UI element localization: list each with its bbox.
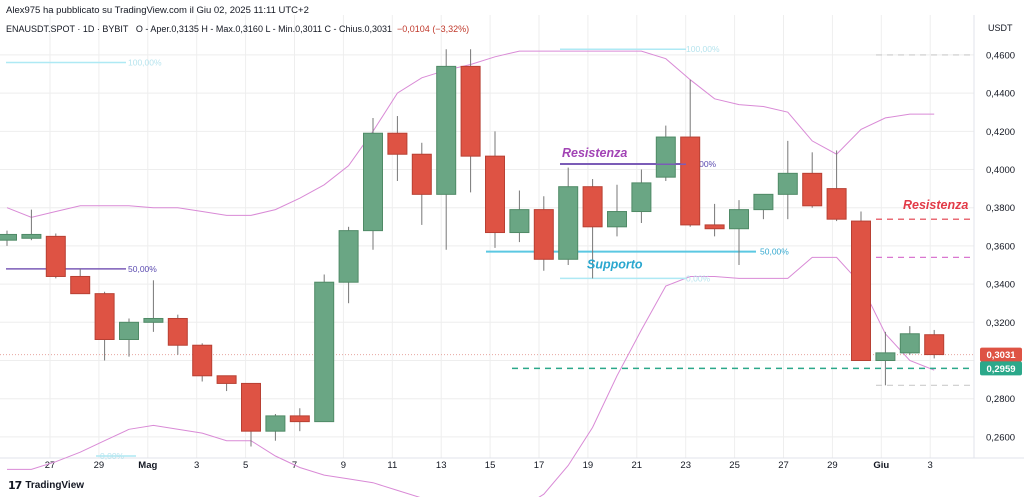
candle-body bbox=[167, 317, 188, 346]
tradingview-brand[interactable]: 17 TradingView bbox=[8, 479, 84, 492]
candle-body bbox=[216, 375, 237, 384]
y-tick-label: 0,2600 bbox=[986, 432, 1015, 443]
x-tick-label: 17 bbox=[534, 460, 545, 471]
resistance-label: Resistenza bbox=[562, 146, 627, 160]
current-price-badge bbox=[980, 347, 1022, 362]
candle-body bbox=[363, 132, 383, 232]
current-price-badge-label: 0,3031 bbox=[986, 350, 1016, 361]
y-tick-label: 0,2800 bbox=[986, 394, 1015, 405]
x-tick-label: 27 bbox=[45, 460, 56, 471]
symbol-ohlc-line: ENAUSDT.SPOT · 1D · BYBIT O - Aper.0,313… bbox=[6, 24, 469, 34]
y-tick-label: 0,3200 bbox=[986, 318, 1015, 329]
candle-body bbox=[729, 209, 749, 230]
candle-body bbox=[802, 172, 823, 207]
candle-body bbox=[94, 293, 115, 340]
support-label: Supporto bbox=[587, 258, 643, 272]
x-tick-label: 29 bbox=[827, 460, 838, 471]
candle-body bbox=[753, 193, 774, 211]
fibonacci-level-label: 50,00% bbox=[760, 247, 789, 257]
tradingview-logo-icon: 17 bbox=[8, 479, 22, 492]
fibonacci-level-label: 0,00% bbox=[100, 451, 125, 461]
y-tick-label: 0,4600 bbox=[986, 50, 1015, 61]
x-tick-label: Mag bbox=[138, 460, 157, 471]
x-tick-label: 19 bbox=[583, 460, 594, 471]
x-tick-label: 15 bbox=[485, 460, 496, 471]
candle-body bbox=[460, 65, 481, 157]
candle-body bbox=[314, 281, 335, 423]
x-tick-label: 9 bbox=[341, 460, 346, 471]
fibonacci-level-label: 50,00% bbox=[128, 264, 157, 274]
candle-body bbox=[387, 132, 408, 155]
candle-body bbox=[265, 415, 286, 432]
candle-body bbox=[45, 235, 66, 277]
x-tick-label: 5 bbox=[243, 460, 248, 471]
fibonacci-level-label: 100,00% bbox=[128, 58, 162, 68]
x-tick-label: 25 bbox=[729, 460, 740, 471]
candle-body bbox=[680, 136, 701, 226]
x-tick-label: 11 bbox=[387, 460, 397, 471]
support-level-badge bbox=[980, 361, 1022, 376]
x-tick-label: 27 bbox=[778, 460, 789, 471]
x-tick-label: 13 bbox=[436, 460, 447, 471]
candle-body bbox=[875, 352, 896, 362]
candle-body bbox=[826, 188, 847, 220]
candle-body bbox=[851, 220, 871, 362]
candle-body bbox=[924, 334, 945, 356]
candle-body bbox=[777, 172, 798, 195]
candle-body bbox=[582, 186, 603, 228]
publisher-line: Alex975 ha pubblicato su TradingView.com… bbox=[6, 5, 309, 16]
candle-body bbox=[119, 321, 139, 340]
candle-body bbox=[436, 65, 457, 195]
x-tick-label: 21 bbox=[632, 460, 643, 471]
y-tick-label: 0,4000 bbox=[986, 165, 1015, 176]
candle-body bbox=[631, 182, 652, 213]
candle-body bbox=[607, 211, 627, 228]
brand-label: TradingView bbox=[25, 480, 85, 491]
candle-body bbox=[704, 224, 725, 230]
x-tick-label: 3 bbox=[928, 460, 933, 471]
candle-body bbox=[899, 333, 920, 354]
ohlc-values: O - Aper.0,3135 H - Max.0,3160 L - Min.0… bbox=[135, 24, 393, 34]
candle-body bbox=[558, 186, 579, 260]
candle-body bbox=[509, 209, 530, 234]
y-axis-currency-label: USDT bbox=[988, 23, 1013, 33]
candle-body bbox=[143, 317, 164, 323]
x-tick-label: 3 bbox=[194, 460, 199, 471]
x-tick-label: Giu bbox=[873, 460, 889, 471]
fibonacci-level-label: 0,00% bbox=[692, 159, 717, 169]
y-tick-label: 0,4200 bbox=[986, 127, 1015, 138]
support-level-badge-label: 0,2959 bbox=[986, 364, 1015, 375]
candle-body bbox=[338, 230, 359, 283]
x-tick-label: 29 bbox=[94, 460, 105, 471]
fibonacci-level-label: 0,00% bbox=[686, 273, 711, 283]
resistance-label: Resistenza bbox=[903, 198, 968, 212]
fibonacci-level-label: 100,00% bbox=[686, 44, 720, 54]
x-tick-label: 23 bbox=[680, 460, 691, 471]
y-tick-label: 0,3400 bbox=[986, 280, 1015, 291]
candle-body bbox=[21, 233, 42, 239]
candle-body bbox=[192, 344, 213, 377]
candle-body bbox=[655, 136, 676, 178]
y-tick-label: 0,3600 bbox=[986, 241, 1015, 252]
candle-body bbox=[411, 153, 432, 195]
y-tick-label: 0,4400 bbox=[986, 89, 1015, 100]
y-tick-label: 0,3800 bbox=[986, 203, 1015, 214]
candle-body bbox=[241, 382, 261, 432]
candle-body bbox=[533, 209, 554, 260]
candle-body bbox=[0, 233, 17, 241]
change-value: −0,0104 (−3,32%) bbox=[397, 24, 470, 34]
symbol: ENAUSDT.SPOT · 1D · BYBIT bbox=[6, 24, 129, 34]
bollinger-lower-band bbox=[7, 256, 935, 497]
candle-body bbox=[485, 155, 505, 234]
candle-body bbox=[289, 415, 310, 423]
candle-body bbox=[70, 275, 91, 295]
